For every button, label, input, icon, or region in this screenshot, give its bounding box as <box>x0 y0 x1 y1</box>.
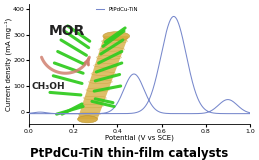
PtPdCu-TiN <box>106 113 110 115</box>
Ellipse shape <box>103 32 130 41</box>
Ellipse shape <box>78 116 97 123</box>
Text: MOR: MOR <box>49 24 85 38</box>
Polygon shape <box>78 36 128 119</box>
PtPdCu-TiN <box>172 16 175 17</box>
X-axis label: Potential (V vs SCE): Potential (V vs SCE) <box>105 135 174 141</box>
Text: PtPdCu-TiN thin-film catalysts: PtPdCu-TiN thin-film catalysts <box>30 147 229 160</box>
PtPdCu-TiN <box>56 113 59 115</box>
Line: PtPdCu-TiN: PtPdCu-TiN <box>29 16 250 114</box>
Legend: PtPdCu-TiN: PtPdCu-TiN <box>93 4 140 14</box>
PtPdCu-TiN <box>36 111 39 113</box>
PtPdCu-TiN <box>41 113 44 115</box>
PtPdCu-TiN <box>27 113 31 115</box>
PtPdCu-TiN <box>165 112 168 114</box>
PtPdCu-TiN <box>27 112 31 114</box>
Text: CH₃OH: CH₃OH <box>31 82 65 91</box>
PtPdCu-TiN <box>228 113 231 115</box>
Y-axis label: Current density (mA mg⁻¹): Current density (mA mg⁻¹) <box>4 18 12 111</box>
PtPdCu-TiN <box>243 110 246 112</box>
